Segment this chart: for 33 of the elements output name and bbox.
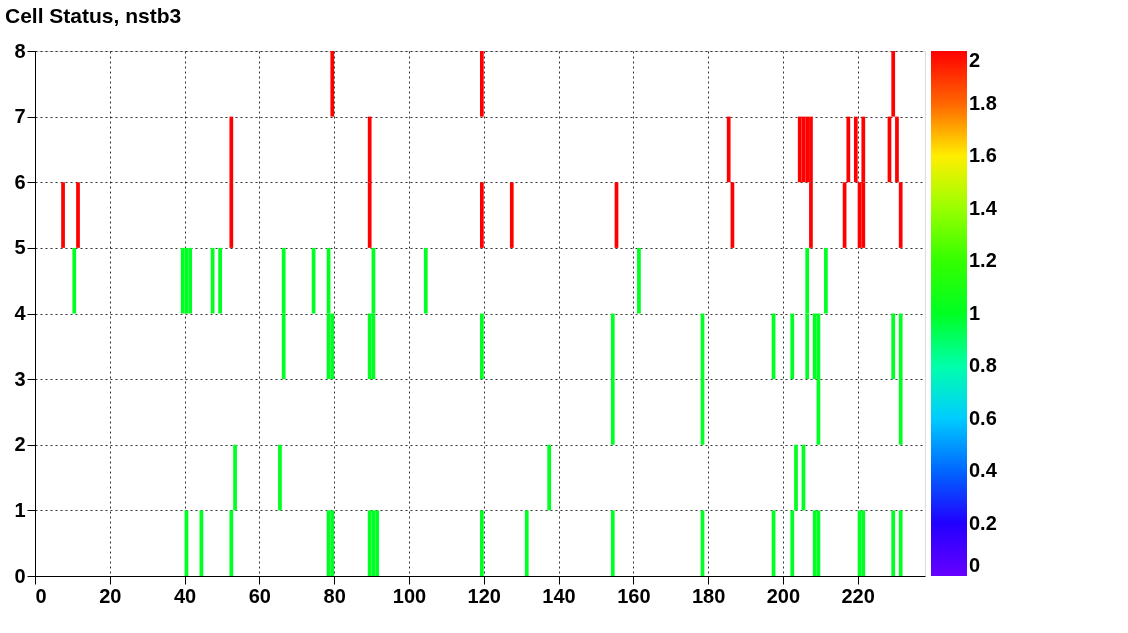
- y-tick-label: 4: [14, 302, 27, 324]
- y-tick-label: 7: [14, 105, 26, 128]
- color-bar-label: 1.2: [969, 249, 997, 271]
- color-bar-label: 0.8: [969, 354, 997, 376]
- y-tick-label: 5: [14, 236, 26, 259]
- color-bar-label: 1.6: [969, 144, 997, 166]
- color-bar-label: 0.4: [969, 459, 998, 481]
- x-tick-label: 200: [766, 584, 801, 607]
- x-tick-label: 180: [691, 584, 726, 607]
- x-tick-label: 60: [248, 584, 271, 607]
- y-tick-label: 6: [14, 170, 26, 193]
- chart-title: Cell Status, nstb3: [5, 4, 182, 27]
- y-tick-label: 8: [14, 39, 26, 62]
- color-bar-label: 2: [969, 49, 981, 71]
- y-tick-label: 0: [14, 564, 26, 587]
- color-bar-label: 1.4: [969, 196, 998, 219]
- y-tick-label: 1: [14, 498, 26, 521]
- x-tick-label: 100: [392, 584, 427, 607]
- x-tick-label: 220: [841, 584, 875, 607]
- color-bar-label: 0: [969, 554, 981, 576]
- x-tick-label: 160: [617, 584, 651, 607]
- color-bar-label: 1.8: [969, 91, 997, 114]
- color-bar-label: 0.2: [969, 511, 997, 534]
- x-tick-label: 140: [542, 584, 576, 607]
- x-tick-label: 0: [35, 584, 47, 607]
- x-tick-label: 80: [323, 584, 346, 607]
- color-bar-label: 0.6: [969, 406, 997, 429]
- color-bar-label: 1: [969, 301, 981, 324]
- y-tick-label: 2: [14, 433, 26, 456]
- x-tick-label: 40: [173, 584, 197, 607]
- x-tick-label: 20: [99, 584, 122, 607]
- y-tick-label: 3: [14, 367, 26, 390]
- x-tick-label: 120: [467, 584, 501, 607]
